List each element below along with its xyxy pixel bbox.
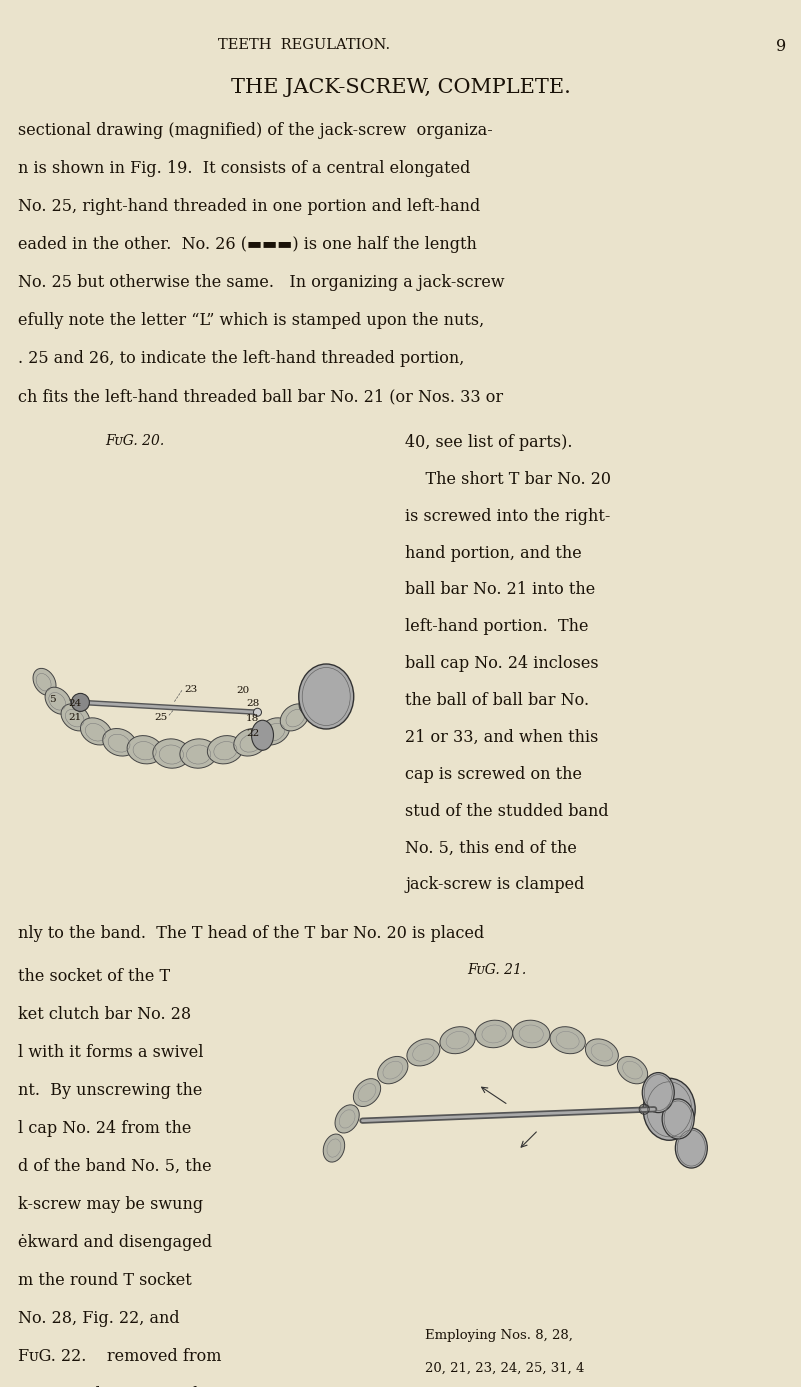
Ellipse shape xyxy=(513,1021,549,1047)
Text: eaded in the other.  No. 26 (▬▬▬) is one half the length: eaded in the other. No. 26 (▬▬▬) is one … xyxy=(18,236,477,252)
Ellipse shape xyxy=(61,703,90,731)
Ellipse shape xyxy=(675,1128,707,1168)
Text: n is shown in Fig. 19.  It consists of a central elongated: n is shown in Fig. 19. It consists of a … xyxy=(18,160,470,178)
Text: 20, 21, 23, 24, 25, 31, 4: 20, 21, 23, 24, 25, 31, 4 xyxy=(425,1362,584,1375)
Circle shape xyxy=(71,694,90,712)
Ellipse shape xyxy=(586,1039,618,1067)
Text: No. 28, Fig. 22, and: No. 28, Fig. 22, and xyxy=(18,1311,179,1327)
Text: 25: 25 xyxy=(155,713,167,721)
Ellipse shape xyxy=(45,687,71,714)
Text: efully note the letter “L” which is stamped upon the nuts,: efully note the letter “L” which is stam… xyxy=(18,312,485,329)
Text: 22: 22 xyxy=(246,728,260,738)
Text: 24: 24 xyxy=(68,699,82,709)
Circle shape xyxy=(253,709,261,716)
Text: ch fits the left-hand threaded ball bar No. 21 (or Nos. 33 or: ch fits the left-hand threaded ball bar … xyxy=(18,388,503,405)
Text: is screwed into the right-: is screwed into the right- xyxy=(405,508,610,524)
Ellipse shape xyxy=(353,1079,380,1107)
Ellipse shape xyxy=(153,739,190,768)
Text: 20: 20 xyxy=(235,685,249,695)
Text: the ball of ball bar No.: the ball of ball bar No. xyxy=(405,692,589,709)
Text: l cap No. 24 from the: l cap No. 24 from the xyxy=(18,1121,191,1137)
Ellipse shape xyxy=(33,669,56,695)
Text: 21 or 33, and when this: 21 or 33, and when this xyxy=(405,730,598,746)
Ellipse shape xyxy=(377,1057,408,1083)
Text: jack-screw is clamped: jack-screw is clamped xyxy=(405,877,585,893)
Ellipse shape xyxy=(252,720,273,750)
Text: 9: 9 xyxy=(775,37,786,55)
Text: FᴜG. 21.: FᴜG. 21. xyxy=(467,963,526,978)
Ellipse shape xyxy=(642,1072,674,1112)
Ellipse shape xyxy=(103,728,136,756)
Text: ball bar No. 21 into the: ball bar No. 21 into the xyxy=(405,581,595,598)
Text: FᴜG. 20.: FᴜG. 20. xyxy=(106,434,165,448)
Ellipse shape xyxy=(314,669,337,695)
Text: nt.  By unscrewing the: nt. By unscrewing the xyxy=(18,1082,203,1099)
Ellipse shape xyxy=(299,687,325,714)
Text: d of the band No. 5, the: d of the band No. 5, the xyxy=(18,1158,211,1175)
Text: k-screw may be swung: k-screw may be swung xyxy=(18,1196,203,1214)
Text: 21: 21 xyxy=(68,713,82,723)
Ellipse shape xyxy=(234,728,268,756)
Text: stud of the studded band: stud of the studded band xyxy=(405,803,609,820)
Text: THE JACK-SCREW, COMPLETE.: THE JACK-SCREW, COMPLETE. xyxy=(231,78,570,97)
Ellipse shape xyxy=(643,1078,695,1140)
Text: m the round T socket: m the round T socket xyxy=(18,1272,191,1289)
Text: sectional drawing (magnified) of the jack-screw  organiza-: sectional drawing (magnified) of the jac… xyxy=(18,122,493,139)
Text: nly to the band.  The T head of the T bar No. 20 is placed: nly to the band. The T head of the T bar… xyxy=(18,925,485,942)
Ellipse shape xyxy=(440,1026,475,1054)
Ellipse shape xyxy=(666,1105,690,1133)
Text: FᴜG. 22.    removed from: FᴜG. 22. removed from xyxy=(18,1348,222,1365)
Ellipse shape xyxy=(180,739,217,768)
Ellipse shape xyxy=(335,1105,359,1133)
Text: 18: 18 xyxy=(246,714,260,723)
Ellipse shape xyxy=(258,718,289,745)
Text: No. 25 but otherwise the same.   In organizing a jack-screw: No. 25 but otherwise the same. In organi… xyxy=(18,275,505,291)
Text: 5: 5 xyxy=(50,695,56,705)
Text: ėkward and disengaged: ėkward and disengaged xyxy=(18,1234,212,1251)
Ellipse shape xyxy=(299,664,354,730)
Ellipse shape xyxy=(645,1079,672,1107)
Ellipse shape xyxy=(407,1039,440,1067)
Text: left-hand portion.  The: left-hand portion. The xyxy=(405,619,589,635)
Text: Employing Nos. 8, 28,: Employing Nos. 8, 28, xyxy=(425,1329,573,1343)
Text: . 25 and 26, to indicate the left-hand threaded portion,: . 25 and 26, to indicate the left-hand t… xyxy=(18,350,465,368)
Text: ket clutch bar No. 28: ket clutch bar No. 28 xyxy=(18,1006,191,1024)
Ellipse shape xyxy=(207,735,243,764)
Ellipse shape xyxy=(681,1135,702,1162)
Text: TEETH  REGULATION.: TEETH REGULATION. xyxy=(219,37,390,51)
Text: ball cap No. 24 incloses: ball cap No. 24 incloses xyxy=(405,655,598,673)
Text: the socket of the T: the socket of the T xyxy=(18,968,170,985)
Text: 28: 28 xyxy=(246,699,260,707)
Ellipse shape xyxy=(476,1021,513,1047)
Text: l with it forms a swivel: l with it forms a swivel xyxy=(18,1044,203,1061)
Ellipse shape xyxy=(550,1026,586,1054)
Ellipse shape xyxy=(280,703,309,731)
Text: The short T bar No. 20: The short T bar No. 20 xyxy=(405,470,611,488)
Text: cap is screwed on the: cap is screwed on the xyxy=(405,766,582,782)
Text: 23: 23 xyxy=(184,685,198,694)
Ellipse shape xyxy=(80,718,111,745)
Ellipse shape xyxy=(324,1135,344,1162)
Ellipse shape xyxy=(127,735,163,764)
Ellipse shape xyxy=(618,1057,648,1083)
Ellipse shape xyxy=(662,1099,694,1139)
Text: 40, see list of parts).: 40, see list of parts). xyxy=(405,434,573,451)
Text: No. 25, right-hand threaded in one portion and left-hand: No. 25, right-hand threaded in one porti… xyxy=(18,198,481,215)
Text: hand portion, and the: hand portion, and the xyxy=(405,545,582,562)
Text: No. 5, this end of the: No. 5, this end of the xyxy=(405,839,577,856)
